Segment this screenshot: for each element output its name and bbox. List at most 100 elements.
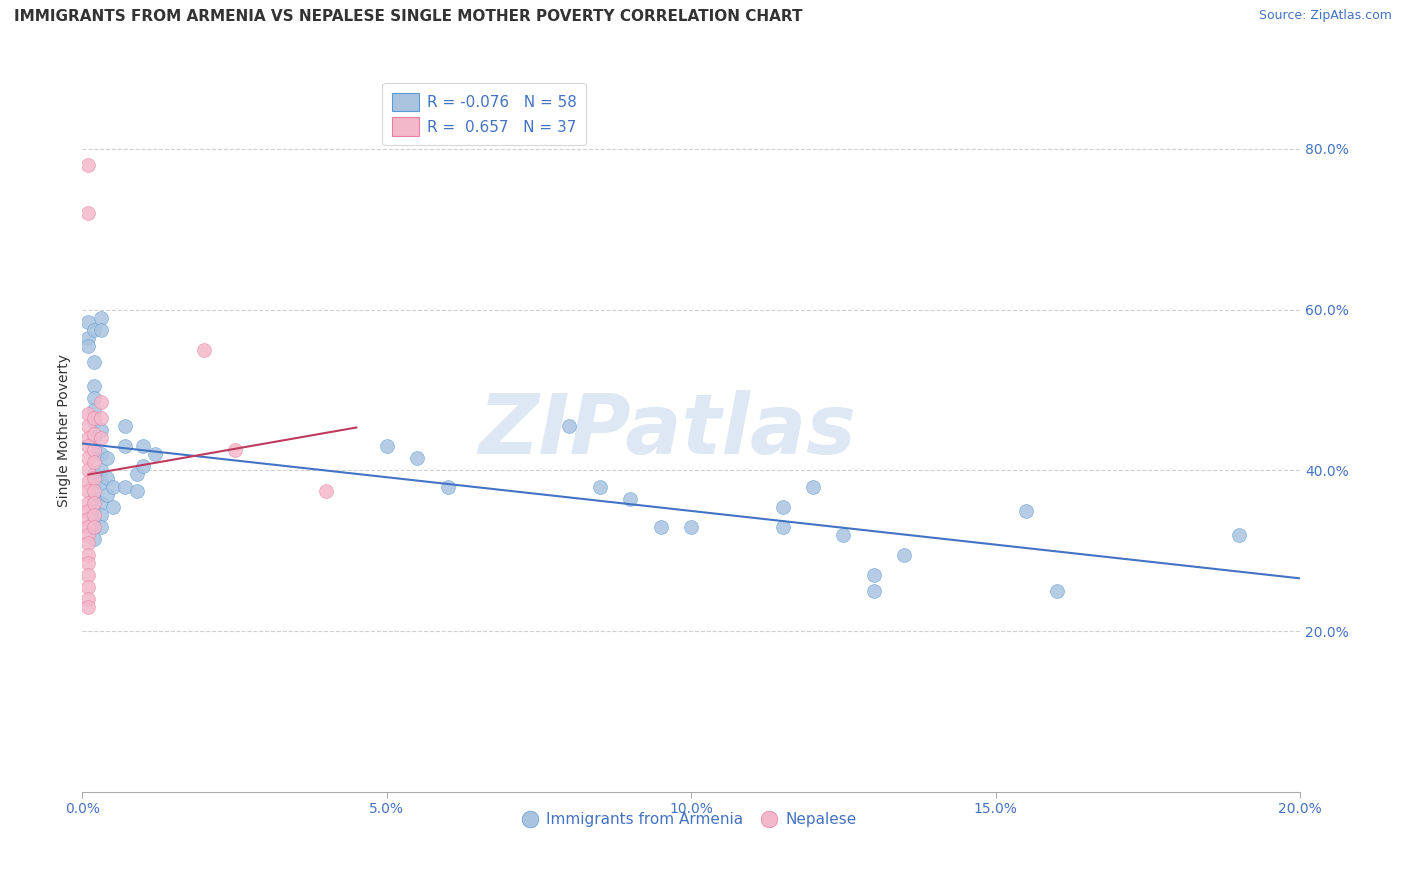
Point <box>1045 584 1067 599</box>
Point <box>90 395 112 409</box>
Point <box>90 323 112 337</box>
Point <box>96 487 118 501</box>
Point <box>375 439 398 453</box>
Point <box>558 419 581 434</box>
Point <box>224 443 246 458</box>
Point <box>114 439 136 453</box>
Point <box>90 519 112 533</box>
Point <box>83 411 105 425</box>
Point <box>77 475 100 490</box>
Point <box>83 508 105 522</box>
Point <box>83 379 105 393</box>
Point <box>406 451 429 466</box>
Point <box>681 519 703 533</box>
Point <box>77 548 100 562</box>
Point <box>83 391 105 405</box>
Point <box>436 479 458 493</box>
Point <box>77 483 100 498</box>
Point <box>114 419 136 434</box>
Point <box>77 439 100 453</box>
Point <box>863 568 886 582</box>
Point <box>96 471 118 485</box>
Point <box>772 500 794 514</box>
Point <box>83 323 105 337</box>
Point <box>77 158 100 172</box>
Legend: Immigrants from Armenia, Nepalese: Immigrants from Armenia, Nepalese <box>517 805 865 835</box>
Point <box>90 475 112 490</box>
Point <box>619 491 641 506</box>
Point <box>77 331 100 345</box>
Point <box>77 419 100 434</box>
Point <box>83 427 105 442</box>
Point <box>77 463 100 477</box>
Point <box>1015 503 1038 517</box>
Point <box>83 519 105 533</box>
Point <box>863 584 886 599</box>
Point <box>83 403 105 417</box>
Point <box>832 527 855 541</box>
Point <box>650 519 672 533</box>
Point <box>193 343 215 357</box>
Point <box>589 479 612 493</box>
Point <box>77 556 100 570</box>
Point <box>127 467 149 482</box>
Point <box>83 431 105 445</box>
Point <box>77 339 100 353</box>
Point <box>83 503 105 517</box>
Point <box>83 532 105 546</box>
Point <box>83 443 105 458</box>
Point <box>101 479 124 493</box>
Point <box>893 548 915 562</box>
Point <box>801 479 824 493</box>
Point <box>114 479 136 493</box>
Point <box>83 519 105 533</box>
Point <box>83 511 105 525</box>
Point <box>90 411 112 425</box>
Point <box>90 423 112 437</box>
Point <box>83 443 105 458</box>
Point <box>83 491 105 506</box>
Point <box>90 447 112 461</box>
Point <box>83 471 105 485</box>
Text: IMMIGRANTS FROM ARMENIA VS NEPALESE SINGLE MOTHER POVERTY CORRELATION CHART: IMMIGRANTS FROM ARMENIA VS NEPALESE SING… <box>14 9 803 24</box>
Point <box>90 310 112 325</box>
Point <box>132 459 155 474</box>
Point <box>101 500 124 514</box>
Point <box>127 483 149 498</box>
Text: Source: ZipAtlas.com: Source: ZipAtlas.com <box>1258 9 1392 22</box>
Point <box>83 415 105 429</box>
Point <box>90 431 112 445</box>
Point <box>77 519 100 533</box>
Point <box>77 592 100 607</box>
Point <box>77 511 100 525</box>
Point <box>77 568 100 582</box>
Point <box>315 483 337 498</box>
Point <box>77 495 100 509</box>
Point <box>143 447 166 461</box>
Point <box>77 600 100 615</box>
Point <box>83 479 105 493</box>
Point <box>77 315 100 329</box>
Point <box>132 439 155 453</box>
Point <box>83 355 105 369</box>
Point <box>77 431 100 445</box>
Point <box>77 527 100 541</box>
Point <box>77 206 100 220</box>
Text: ZIPatlas: ZIPatlas <box>478 390 856 471</box>
Point <box>772 519 794 533</box>
Point <box>90 463 112 477</box>
Point <box>83 495 105 509</box>
Point <box>90 495 112 509</box>
Point <box>77 535 100 549</box>
Point <box>77 580 100 594</box>
Point <box>83 455 105 469</box>
Point <box>83 467 105 482</box>
Point <box>77 407 100 421</box>
Point <box>96 451 118 466</box>
Point <box>77 451 100 466</box>
Point <box>90 508 112 522</box>
Point <box>83 483 105 498</box>
Y-axis label: Single Mother Poverty: Single Mother Poverty <box>58 354 72 507</box>
Point <box>1227 527 1250 541</box>
Point <box>77 503 100 517</box>
